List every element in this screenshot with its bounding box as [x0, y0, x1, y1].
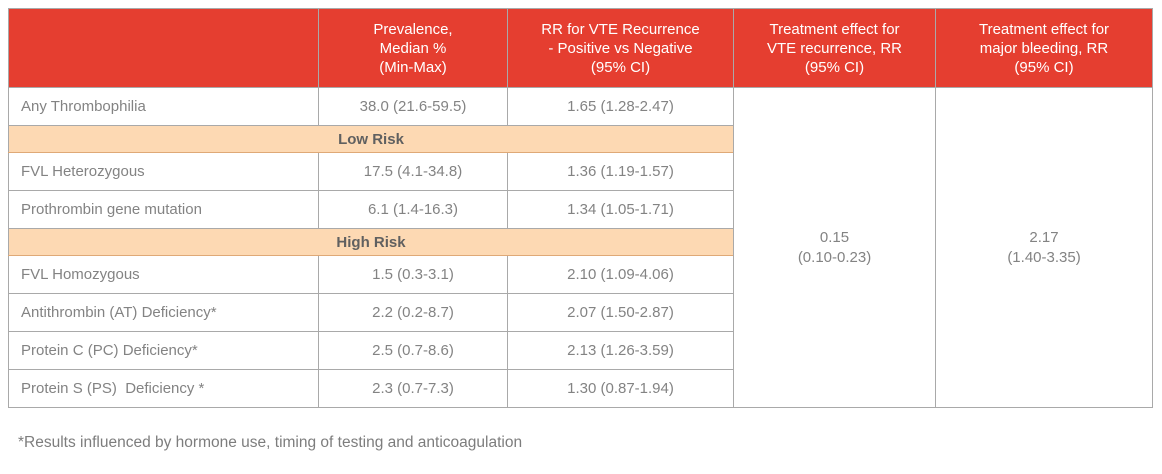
risk-band-row-low: Low Risk	[8, 125, 1153, 153]
row-label: Prothrombin gene mutation	[8, 190, 319, 229]
header-prevalence: Prevalence, Median % (Min-Max)	[318, 8, 508, 88]
header-corner-cell	[8, 8, 319, 88]
header-treatment-vte: Treatment effect for VTE recurrence, RR …	[733, 8, 936, 88]
table-row-protein-c-deficiency: Protein C (PC) Deficiency* 2.5 (0.7-8.6)…	[8, 331, 1153, 370]
rr-value: 2.13 (1.26-3.59)	[507, 331, 734, 370]
table-row-fvl-homozygous: FVL Homozygous 1.5 (0.3-3.1) 2.10 (1.09-…	[8, 255, 1153, 294]
rr-value: 1.65 (1.28-2.47)	[507, 87, 734, 126]
merged-treatment-vte-value: 0.15 (0.10-0.23)	[733, 87, 936, 408]
header-rr-vte-recurrence: RR for VTE Recurrence - Positive vs Nega…	[507, 8, 734, 88]
footnote: *Results influenced by hormone use, timi…	[18, 434, 523, 451]
prevalence-value: 2.5 (0.7-8.6)	[318, 331, 508, 370]
row-label: Protein S (PS) Deficiency *	[8, 369, 319, 408]
risk-band-label: High Risk	[8, 228, 734, 256]
prevalence-value: 38.0 (21.6-59.5)	[318, 87, 508, 126]
prevalence-value: 6.1 (1.4-16.3)	[318, 190, 508, 229]
row-label: Antithrombin (AT) Deficiency*	[8, 293, 319, 332]
table-row-fvl-heterozygous: FVL Heterozygous 17.5 (4.1-34.8) 1.36 (1…	[8, 152, 1153, 191]
merged-treatment-bleeding-value: 2.17 (1.40-3.35)	[935, 87, 1153, 408]
table-row-protein-s-deficiency: Protein S (PS) Deficiency * 2.3 (0.7-7.3…	[8, 369, 1153, 408]
thrombophilia-table: Prevalence, Median % (Min-Max) RR for VT…	[8, 8, 1153, 408]
table-body: Any Thrombophilia 38.0 (21.6-59.5) 1.65 …	[8, 87, 1153, 408]
rr-value: 2.07 (1.50-2.87)	[507, 293, 734, 332]
risk-band-row-high: High Risk	[8, 228, 1153, 256]
rr-value: 1.36 (1.19-1.57)	[507, 152, 734, 191]
risk-band-label: Low Risk	[8, 125, 734, 153]
prevalence-value: 2.2 (0.2-8.7)	[318, 293, 508, 332]
rr-value: 1.34 (1.05-1.71)	[507, 190, 734, 229]
row-label: FVL Homozygous	[8, 255, 319, 294]
rr-value: 1.30 (0.87-1.94)	[507, 369, 734, 408]
prevalence-value: 1.5 (0.3-3.1)	[318, 255, 508, 294]
header-treatment-bleeding: Treatment effect for major bleeding, RR …	[935, 8, 1153, 88]
prevalence-value: 2.3 (0.7-7.3)	[318, 369, 508, 408]
row-label: Protein C (PC) Deficiency*	[8, 331, 319, 370]
table-header: Prevalence, Median % (Min-Max) RR for VT…	[8, 8, 1153, 88]
header-row: Prevalence, Median % (Min-Max) RR for VT…	[8, 8, 1153, 88]
row-label: FVL Heterozygous	[8, 152, 319, 191]
prevalence-value: 17.5 (4.1-34.8)	[318, 152, 508, 191]
table-container: Prevalence, Median % (Min-Max) RR for VT…	[8, 8, 1153, 451]
rr-value: 2.10 (1.09-4.06)	[507, 255, 734, 294]
row-label: Any Thrombophilia	[8, 87, 319, 126]
table-row-any-thrombophilia: Any Thrombophilia 38.0 (21.6-59.5) 1.65 …	[8, 87, 1153, 408]
